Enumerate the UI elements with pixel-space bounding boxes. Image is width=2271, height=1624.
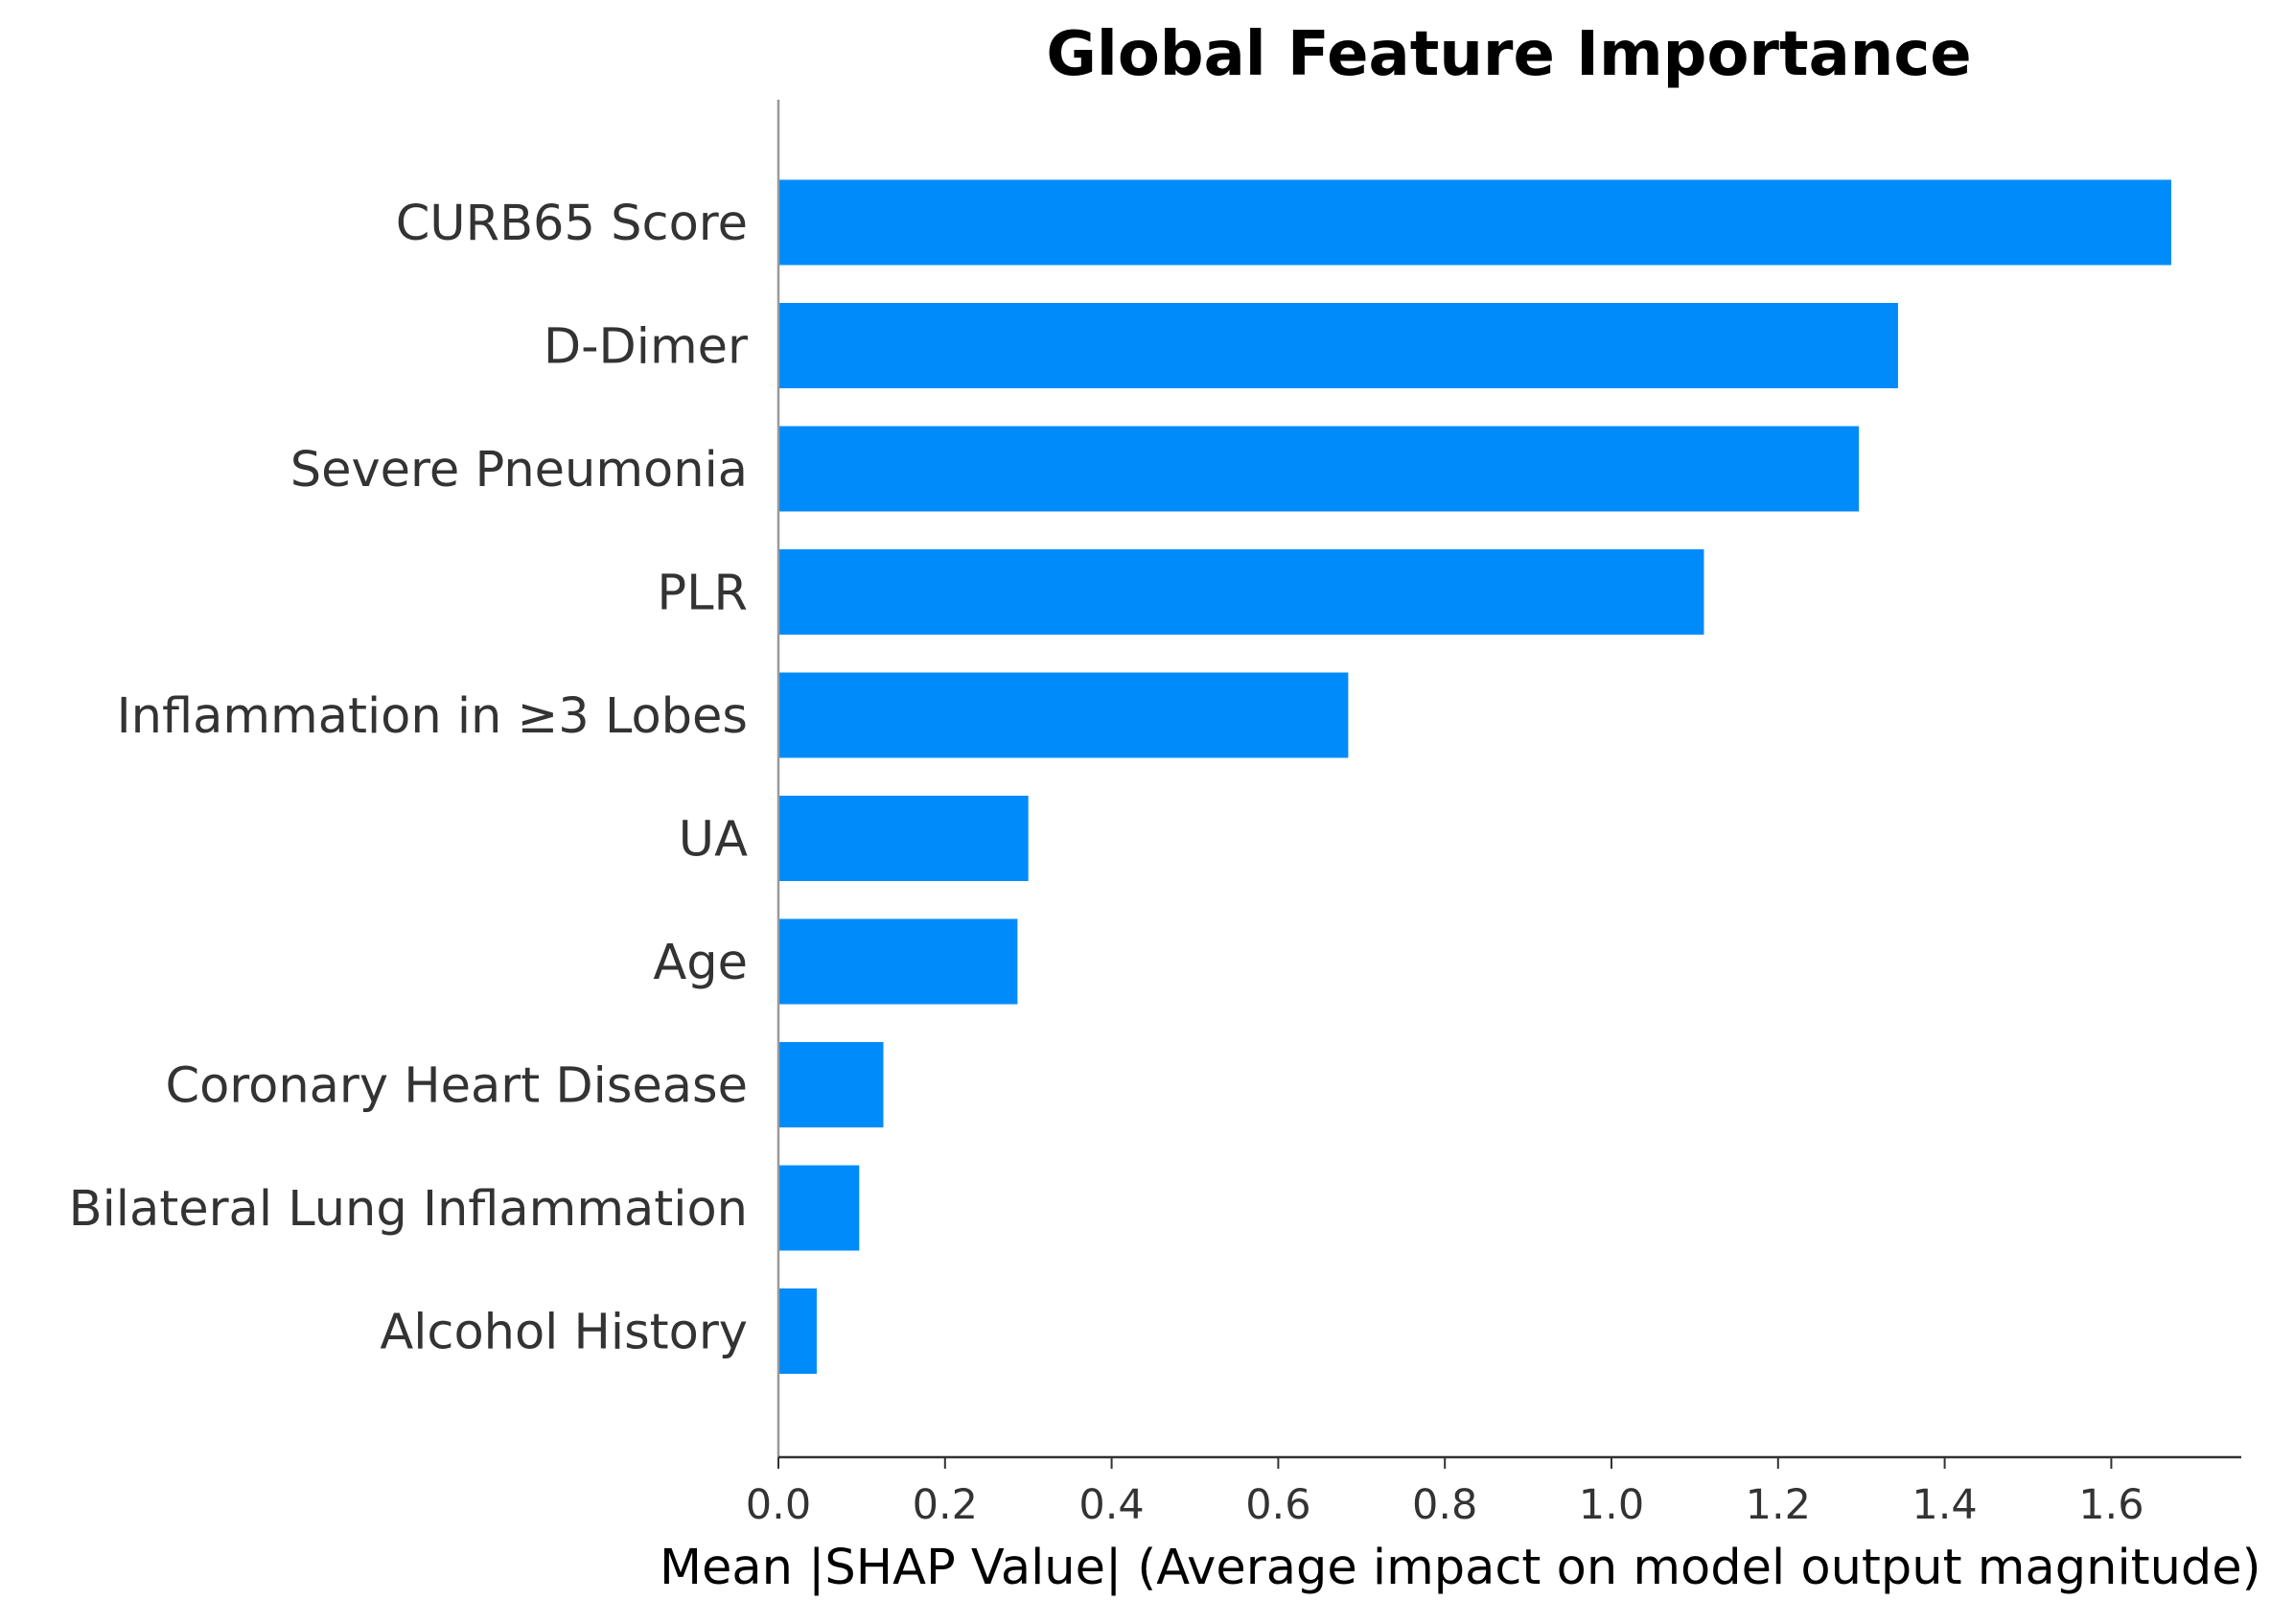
bar xyxy=(778,796,1029,881)
category-label: Age xyxy=(653,935,748,991)
category-label: Coronary Heart Disease xyxy=(165,1058,748,1115)
category-label: Inflammation in ≥3 Lobes xyxy=(117,688,748,745)
category-labels-group: CURB65 Score D-Dimer Severe Pneumonia PLR In… xyxy=(69,196,748,1361)
x-tick-label: 1.4 xyxy=(1912,1481,1977,1529)
x-tick-label: 1.2 xyxy=(1746,1481,1811,1529)
x-tick-label: 0.2 xyxy=(913,1481,978,1529)
bar xyxy=(778,1165,860,1251)
x-tick-label: 0.4 xyxy=(1078,1481,1144,1529)
category-label: UA xyxy=(679,812,748,869)
x-tick-label: 0.8 xyxy=(1412,1481,1477,1529)
category-label: Severe Pneumonia xyxy=(290,442,748,499)
x-tick-label: 0.0 xyxy=(746,1481,811,1529)
category-label: Alcohol History xyxy=(380,1305,748,1361)
bar xyxy=(778,1288,817,1374)
bar xyxy=(778,426,1860,512)
bar xyxy=(778,303,1898,388)
x-tick-label: 0.6 xyxy=(1245,1481,1310,1529)
x-ticks-group: 0.0 0.2 0.4 0.6 0.8 1.0 1.2 1.4 1.6 xyxy=(746,1457,2144,1529)
category-label: D-Dimer xyxy=(544,319,748,376)
category-label: Bilateral Lung Inflammation xyxy=(69,1181,748,1238)
category-label: PLR xyxy=(657,566,748,622)
bar xyxy=(778,672,1349,758)
bar xyxy=(778,918,1018,1005)
bar xyxy=(778,549,1704,635)
chart-title: Global Feature Importance xyxy=(1046,19,1971,90)
category-label: CURB65 Score xyxy=(396,196,748,252)
x-tick-label: 1.6 xyxy=(2078,1481,2144,1529)
bars-group xyxy=(778,179,2171,1374)
x-axis-label: Mean |SHAP Value| (Average impact on mod… xyxy=(660,1540,2261,1596)
bar xyxy=(778,179,2171,266)
x-tick-label: 1.0 xyxy=(1579,1481,1644,1529)
bar xyxy=(778,1042,884,1127)
